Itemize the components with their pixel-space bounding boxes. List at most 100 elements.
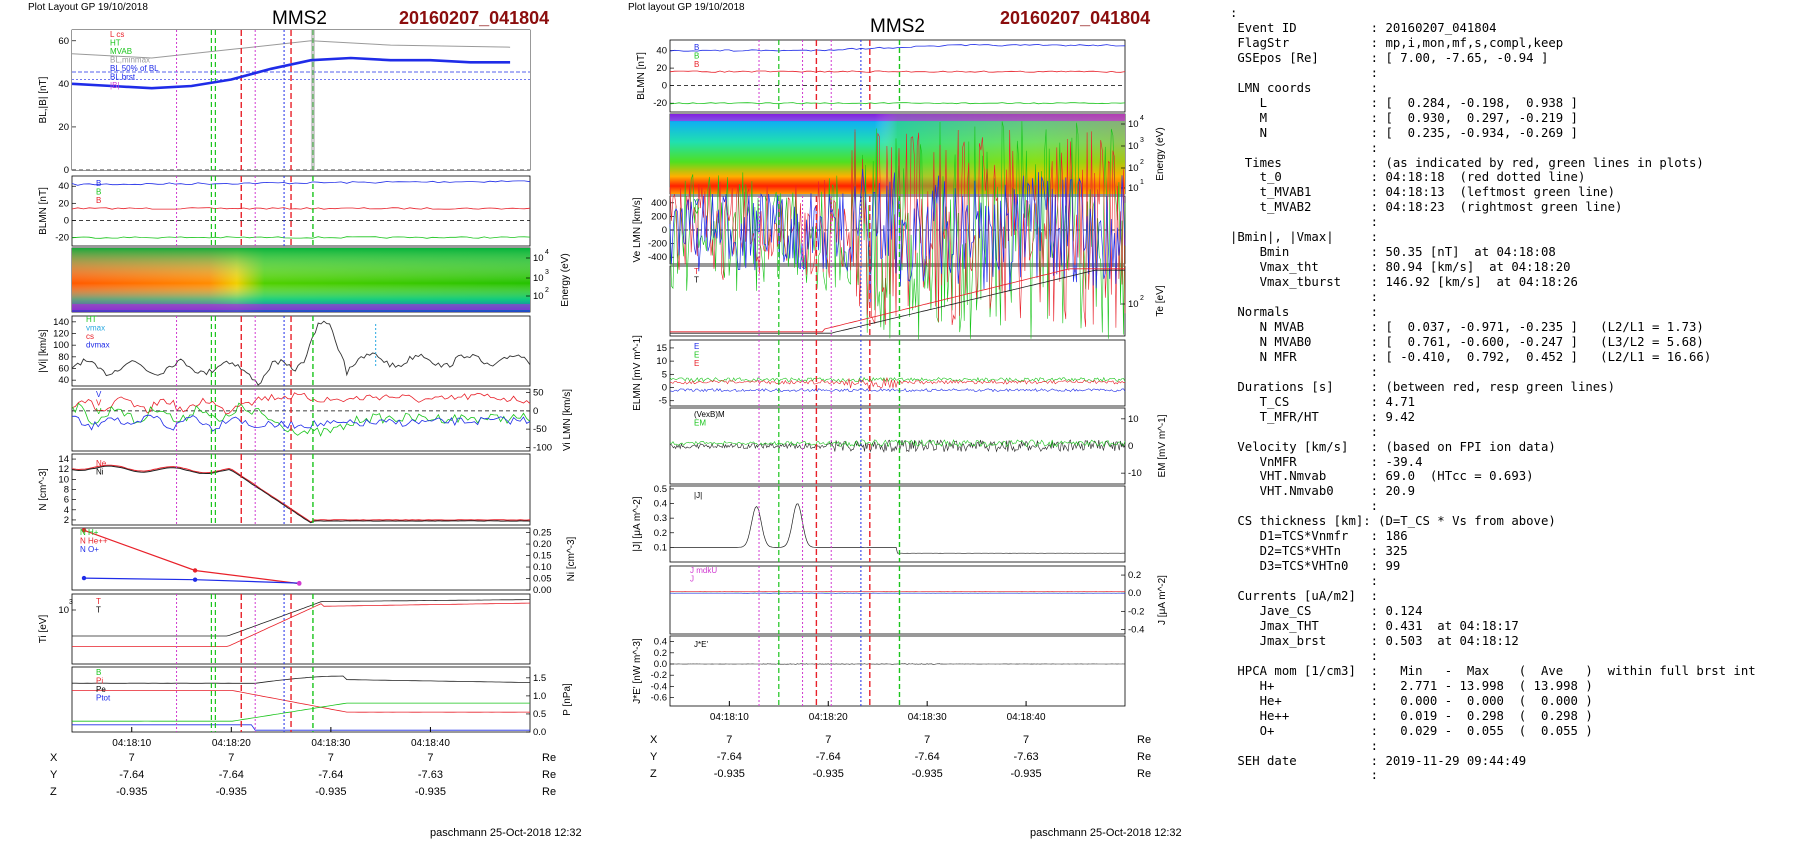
tick-exponent: 2 [545, 287, 549, 294]
series-j-mag [669, 503, 1125, 554]
legend-entry: V [694, 207, 700, 216]
legend-entry: HT [110, 39, 121, 48]
panel-em: 10 0 -10 EM [mV m^-1] (VexB)MEM [669, 408, 1168, 484]
info-line: : [1230, 424, 1379, 439]
info-line: : [1230, 364, 1379, 379]
legend-entry: BL,minmax [110, 56, 150, 65]
series-vn [669, 129, 1126, 328]
series-ptot [72, 675, 530, 684]
series-em [669, 376, 1126, 383]
panel-frame [669, 39, 1126, 113]
panel-vi-lmn: 50 0 -50 -100 Vi LMN [km/s] VVV [71, 388, 573, 453]
y-tick-label: 60 [58, 36, 69, 47]
y-tick-label: -200 [648, 239, 667, 250]
y-tick-label: 0.0 [533, 727, 546, 738]
y-tick-label: 40 [58, 375, 69, 386]
info-line: Velocity [km/s] : (based on FPI ion data… [1230, 439, 1556, 454]
info-line: L : [ 0.284, -0.198, 0.938 ] [1230, 95, 1578, 110]
legend-entry: Pe [96, 685, 106, 694]
ephemeris-label: Y [50, 769, 58, 781]
panel-e-lmn: 15 10 5 0 -5 ELMN [mV m^-1] EEE [632, 335, 1126, 411]
ephemeris-label: Y [650, 751, 658, 763]
y-tick-label: 2 [64, 515, 69, 526]
series-ne [71, 464, 531, 523]
ylabel-vi-lmn: Vi LMN [km/s] [562, 389, 573, 451]
y-tick-label: 15 [656, 343, 667, 354]
series-bm [669, 70, 1126, 73]
y-tick-label: 10 [533, 291, 544, 302]
ephemeris-unit: Re [1137, 734, 1152, 746]
panel-frame [71, 315, 531, 387]
ephemeris-value: -0.935 [414, 786, 447, 798]
time-tick-label: 04:18:10 [112, 738, 151, 749]
y-tick-label: -400 [648, 252, 667, 263]
ephemeris-value: 7 [327, 752, 334, 764]
ephemeris-label: Z [50, 786, 57, 798]
legend-entry: N O+ [80, 545, 99, 554]
y-tick-label: 20 [656, 63, 667, 74]
info-line: LMN coords : [1230, 80, 1379, 95]
info-line: Durations [s] : (between red, resp green… [1230, 379, 1615, 394]
time-tick-label: 04:18:30 [908, 712, 947, 723]
data-point [81, 528, 87, 533]
legend-entry: Ni [96, 468, 104, 477]
series-he-plus-plus [83, 529, 300, 585]
y-tick-label: 10 [58, 605, 69, 616]
info-line: : [1230, 768, 1379, 783]
ephemeris-value: -7.63 [417, 769, 443, 781]
info-line: D3=TCS*VHTn0 : 99 [1230, 559, 1401, 574]
legend-entry: dvmax [86, 341, 110, 350]
y-tick-label: 1.5 [533, 673, 546, 684]
y-tick-label: 20 [58, 122, 69, 133]
y-tick-label: 0 [1128, 441, 1133, 452]
y-tick-label: 100 [53, 340, 69, 351]
legend-entry: vmax [86, 324, 105, 333]
ephemeris-label: X [650, 734, 658, 746]
panel-bg [72, 30, 530, 170]
series-t-perp [72, 599, 530, 637]
spacecraft-title-left: MMS2 [272, 8, 327, 29]
y-tick-label: 0.10 [533, 562, 552, 573]
legend-entry: V [96, 399, 102, 408]
tick-exponent: 2 [1140, 295, 1144, 302]
series-jdote [670, 663, 1126, 665]
panel-frame [669, 339, 1126, 407]
ylabel-em: EM [mV m^-1] [1157, 414, 1168, 477]
legend-entry: J*E' [694, 640, 708, 649]
info-line: Jave_CS : 0.124 [1230, 604, 1423, 618]
legend-entry: V [694, 198, 700, 207]
info-line: t_MVAB1 : 04:18:13 (leftmost green line) [1230, 185, 1615, 200]
info-line: N : [ 0.235, -0.934, -0.269 ] [1230, 125, 1578, 140]
ephemeris-label: Z [650, 768, 657, 780]
ephemeris-value: -0.935 [812, 768, 844, 780]
y-tick-label: 10 [1128, 183, 1139, 194]
info-line: T_MFR/HT : 9.42 [1230, 409, 1416, 424]
y-tick-label: 0 [662, 225, 667, 236]
y-tick-label: 0.5 [533, 709, 546, 720]
y-tick-label: -0.6 [651, 693, 667, 704]
y-tick-label: 40 [58, 181, 69, 192]
legend-entry: MVAB [110, 47, 132, 56]
series-o-plus [83, 577, 300, 584]
ylabel-j-mag: |J| [μA m^-2] [632, 496, 643, 551]
series-bm [71, 207, 531, 210]
ephemeris-value: -7.64 [815, 751, 841, 763]
y-tick-label: 10 [533, 253, 544, 264]
tick-exponent: 1 [1140, 179, 1144, 186]
time-tick-label: 04:18:10 [710, 712, 749, 723]
ylabel-ve-lmn: Ve LMN [km/s] [632, 197, 643, 262]
legend-entry: B [96, 188, 101, 197]
legend-entry: cs [86, 332, 94, 341]
panel-frame [71, 175, 531, 247]
ephemeris-unit: Re [542, 786, 557, 798]
y-tick-label: -0.4 [1128, 624, 1144, 635]
tick-exponent: 3 [69, 599, 73, 606]
y-tick-label: 10 [533, 273, 544, 284]
ylabel-blmn-mid: BLMN [nT] [636, 52, 647, 100]
y-tick-label: 10 [1128, 119, 1139, 130]
info-line: Bmin : 50.35 [nT] at 04:18:08 [1230, 245, 1556, 260]
ephemeris-value: 7 [726, 734, 733, 746]
legend-entry: Ne [96, 459, 107, 468]
